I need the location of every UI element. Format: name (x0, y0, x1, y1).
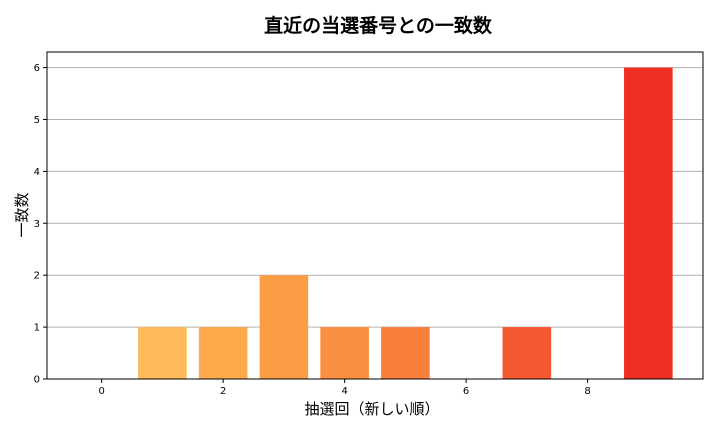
y-tick-label: 5 (34, 115, 40, 126)
y-tick-label: 0 (34, 375, 40, 386)
x-axis-title: 抽選回（新しい順） (304, 400, 439, 418)
y-tick-label: 4 (34, 167, 40, 178)
x-tick-label: 6 (463, 386, 469, 397)
bar (138, 327, 187, 379)
plot-frame (46, 51, 704, 380)
y-axis-title: 一致数 (13, 192, 31, 237)
bar (381, 327, 430, 379)
x-tick-label: 0 (98, 386, 104, 397)
bar (624, 67, 673, 380)
bar (259, 275, 309, 379)
x-tick-label: 8 (584, 386, 590, 397)
bar (502, 327, 552, 379)
chart-title: 直近の当選番号との一致数 (264, 14, 493, 37)
gridlines (47, 67, 703, 328)
x-tick-label: 2 (220, 386, 226, 397)
y-tick-label: 2 (34, 271, 40, 282)
bar (198, 327, 248, 379)
bars (138, 67, 673, 380)
x-axis-ticks: 0 2 4 6 8 (98, 379, 591, 397)
y-tick-label: 3 (34, 219, 40, 230)
bar (320, 327, 369, 379)
y-tick-label: 1 (34, 323, 40, 334)
y-axis-ticks: 0 1 2 3 4 5 6 (34, 63, 47, 386)
y-tick-label: 6 (34, 63, 40, 74)
x-tick-label: 4 (341, 386, 347, 397)
